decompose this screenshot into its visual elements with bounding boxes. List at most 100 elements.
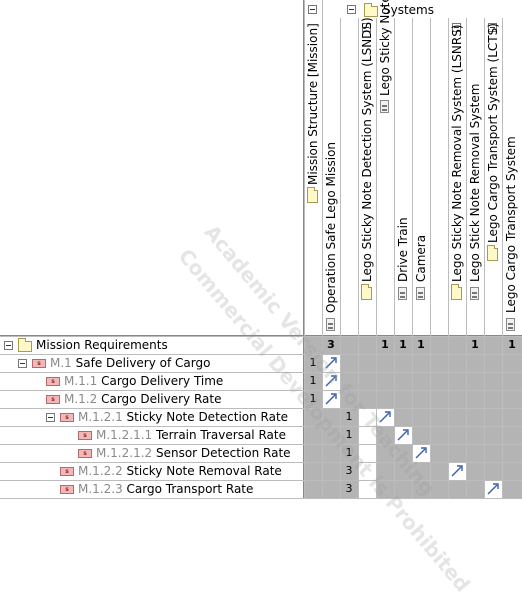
matrix-cell xyxy=(377,355,394,372)
column-header-label[interactable]: Lego Sticky Note Removal System (LSNRS) xyxy=(450,24,464,282)
requirement-name: Sticky Note Detection Rate xyxy=(126,410,289,424)
column-collapse-toggle[interactable] xyxy=(308,5,317,14)
requirement-icon: s xyxy=(78,449,92,458)
matrix-cell xyxy=(485,427,502,444)
matrix-cell xyxy=(341,355,358,372)
requirement-icon: s xyxy=(78,431,92,440)
count-cell xyxy=(305,337,322,354)
row-grid-line xyxy=(0,408,522,409)
requirement-number: M.1.2 xyxy=(64,392,98,406)
matrix-cell xyxy=(467,373,484,390)
matrix-cell xyxy=(503,463,522,480)
requirement-number: M.1.1 xyxy=(64,374,98,388)
count-cell xyxy=(323,337,340,354)
dependency-arrow-icon[interactable] xyxy=(323,391,339,407)
row-grid-line xyxy=(0,426,522,427)
matrix-cell xyxy=(395,373,412,390)
column-element-icon xyxy=(398,287,407,300)
column-collapse-toggle[interactable] xyxy=(488,23,497,32)
header-divider-h xyxy=(0,335,522,336)
matrix-cell xyxy=(323,445,340,462)
column-header-label[interactable]: Operation Safe Lego Mission xyxy=(324,141,338,313)
row-label[interactable]: M.1 Safe Delivery of Cargo xyxy=(50,355,210,371)
row-label[interactable]: M.1.2.3 Cargo Transport Rate xyxy=(78,481,253,497)
dependency-arrow-icon[interactable] xyxy=(413,445,429,461)
row-label[interactable]: M.1.2.2 Sticky Note Removal Rate xyxy=(78,463,282,479)
row-label[interactable]: M.1.1 Cargo Delivery Time xyxy=(64,373,223,389)
column-collapse-toggle[interactable] xyxy=(362,23,371,32)
column-count: 3 xyxy=(327,338,335,351)
matrix-cell xyxy=(431,445,448,462)
column-element-icon xyxy=(470,287,479,300)
column-header-label[interactable]: Lego Stick Note Removal System xyxy=(468,83,482,282)
matrix-cell xyxy=(377,463,394,480)
matrix-cell xyxy=(341,373,358,390)
matrix-cell xyxy=(431,481,448,498)
matrix-cell xyxy=(359,355,376,372)
requirement-icon: s xyxy=(60,467,74,476)
dependency-arrow-icon[interactable] xyxy=(323,373,339,389)
row-count: 3 xyxy=(345,464,353,477)
dependency-arrow-icon[interactable] xyxy=(377,409,393,425)
column-header-label[interactable]: Drive Train xyxy=(396,217,410,282)
matrix-cell xyxy=(413,373,430,390)
column-count: 1 xyxy=(508,338,516,351)
row-grid-line xyxy=(0,444,522,445)
requirement-name: Cargo Delivery Time xyxy=(101,374,224,388)
matrix-cell xyxy=(305,409,322,426)
matrix-cell xyxy=(395,409,412,426)
matrix-cell xyxy=(323,463,340,480)
column-grid-line xyxy=(394,18,395,498)
row-grid-line xyxy=(0,498,522,499)
row-count: 1 xyxy=(345,428,353,441)
row-label[interactable]: M.1.2.1 Sticky Note Detection Rate xyxy=(78,409,288,425)
column-header-label[interactable]: Lego Cargo Transport System (LCTS) xyxy=(486,23,500,243)
matrix-cell xyxy=(341,409,358,426)
requirement-number: M.1 xyxy=(50,356,72,370)
matrix-cell xyxy=(377,373,394,390)
matrix-cell xyxy=(323,481,340,498)
row-label[interactable]: M.1.2.1.1 Terrain Traversal Rate xyxy=(96,427,286,443)
matrix-cell xyxy=(395,463,412,480)
row-label[interactable]: Mission Requirements xyxy=(36,337,168,353)
column-header-label[interactable]: Camera xyxy=(414,234,428,282)
matrix-cell xyxy=(323,427,340,444)
matrix-cell xyxy=(395,355,412,372)
matrix-cell xyxy=(341,463,358,480)
column-grid-line xyxy=(502,18,503,498)
dependency-arrow-icon[interactable] xyxy=(449,463,465,479)
column-header-label[interactable]: Lego Sticky Note Detection System (LSNDS… xyxy=(360,17,374,282)
matrix-cell xyxy=(431,373,448,390)
row-label[interactable]: M.1.2.1.2 Sensor Detection Rate xyxy=(96,445,291,461)
row-collapse-toggle[interactable] xyxy=(18,359,27,368)
column-collapse-toggle[interactable] xyxy=(452,23,461,32)
column-folder-icon xyxy=(361,284,372,300)
row-collapse-toggle[interactable] xyxy=(4,341,13,350)
dependency-arrow-icon[interactable] xyxy=(395,427,411,443)
row-collapse-toggle[interactable] xyxy=(46,413,55,422)
systems-collapse-toggle[interactable] xyxy=(347,5,356,14)
column-header-label[interactable]: Lego Cargo Transport System xyxy=(504,136,518,313)
count-cell xyxy=(359,337,376,354)
requirement-name: Safe Delivery of Cargo xyxy=(75,356,211,370)
matrix-cell xyxy=(323,409,340,426)
matrix-cell xyxy=(485,409,502,426)
matrix-cell xyxy=(467,409,484,426)
count-cell xyxy=(341,337,358,354)
dependency-arrow-icon[interactable] xyxy=(323,355,339,371)
requirement-icon: s xyxy=(60,485,74,494)
matrix-cell xyxy=(359,391,376,408)
column-header-label[interactable]: Mission Structure [Mission] xyxy=(306,23,320,185)
matrix-cell xyxy=(431,409,448,426)
column-header-label[interactable]: Lego Sticky Note Detection System xyxy=(378,0,392,96)
count-cell xyxy=(485,337,502,354)
dependency-arrow-icon[interactable] xyxy=(485,481,501,497)
row-label[interactable]: M.1.2 Cargo Delivery Rate xyxy=(64,391,221,407)
matrix-cell xyxy=(449,445,466,462)
count-cell xyxy=(431,337,448,354)
row-grid-line xyxy=(0,462,522,463)
systems-title: Systems xyxy=(383,3,434,17)
requirement-name: Terrain Traversal Rate xyxy=(155,428,286,442)
count-cell xyxy=(413,337,430,354)
requirement-number: M.1.2.1 xyxy=(78,410,123,424)
